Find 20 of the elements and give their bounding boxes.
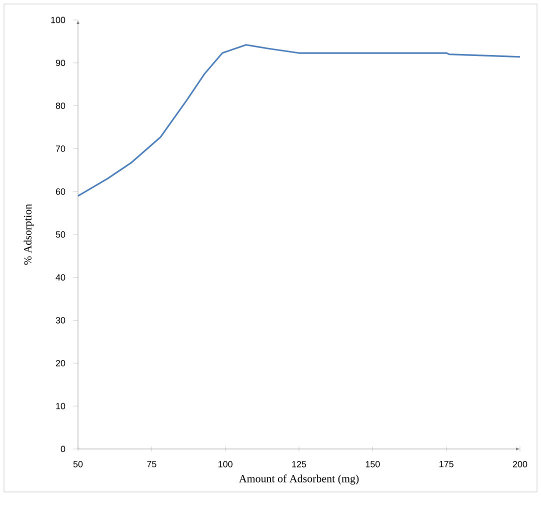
y-axis-title: % Adsorption: [24, 204, 34, 265]
y-tick-label: 90: [56, 60, 66, 66]
y-tick-label: 10: [56, 402, 66, 410]
x-tick-label: 75: [147, 461, 156, 468]
x-tick-label: 50: [73, 461, 83, 468]
y-tick-label: 80: [56, 102, 66, 109]
y-tick-label: 60: [56, 188, 66, 195]
x-tick-label: 125: [292, 461, 306, 468]
y-tick-label: 20: [56, 360, 66, 366]
y-tick-label: 100: [51, 16, 66, 24]
x-tick-label: 175: [440, 461, 454, 468]
x-tick-label: 150: [366, 461, 380, 468]
y-tick-label: 40: [56, 274, 66, 281]
x-tick-label: 100: [218, 461, 232, 468]
x-axis-title: Amount of Adsorbent (mg): [239, 474, 359, 485]
x-tick-label: 200: [512, 461, 528, 468]
y-tick-label: 30: [56, 317, 66, 324]
y-tick-label: 70: [56, 146, 66, 152]
y-tick-label: 0: [60, 446, 66, 452]
y-tick-label: 50: [56, 231, 66, 238]
